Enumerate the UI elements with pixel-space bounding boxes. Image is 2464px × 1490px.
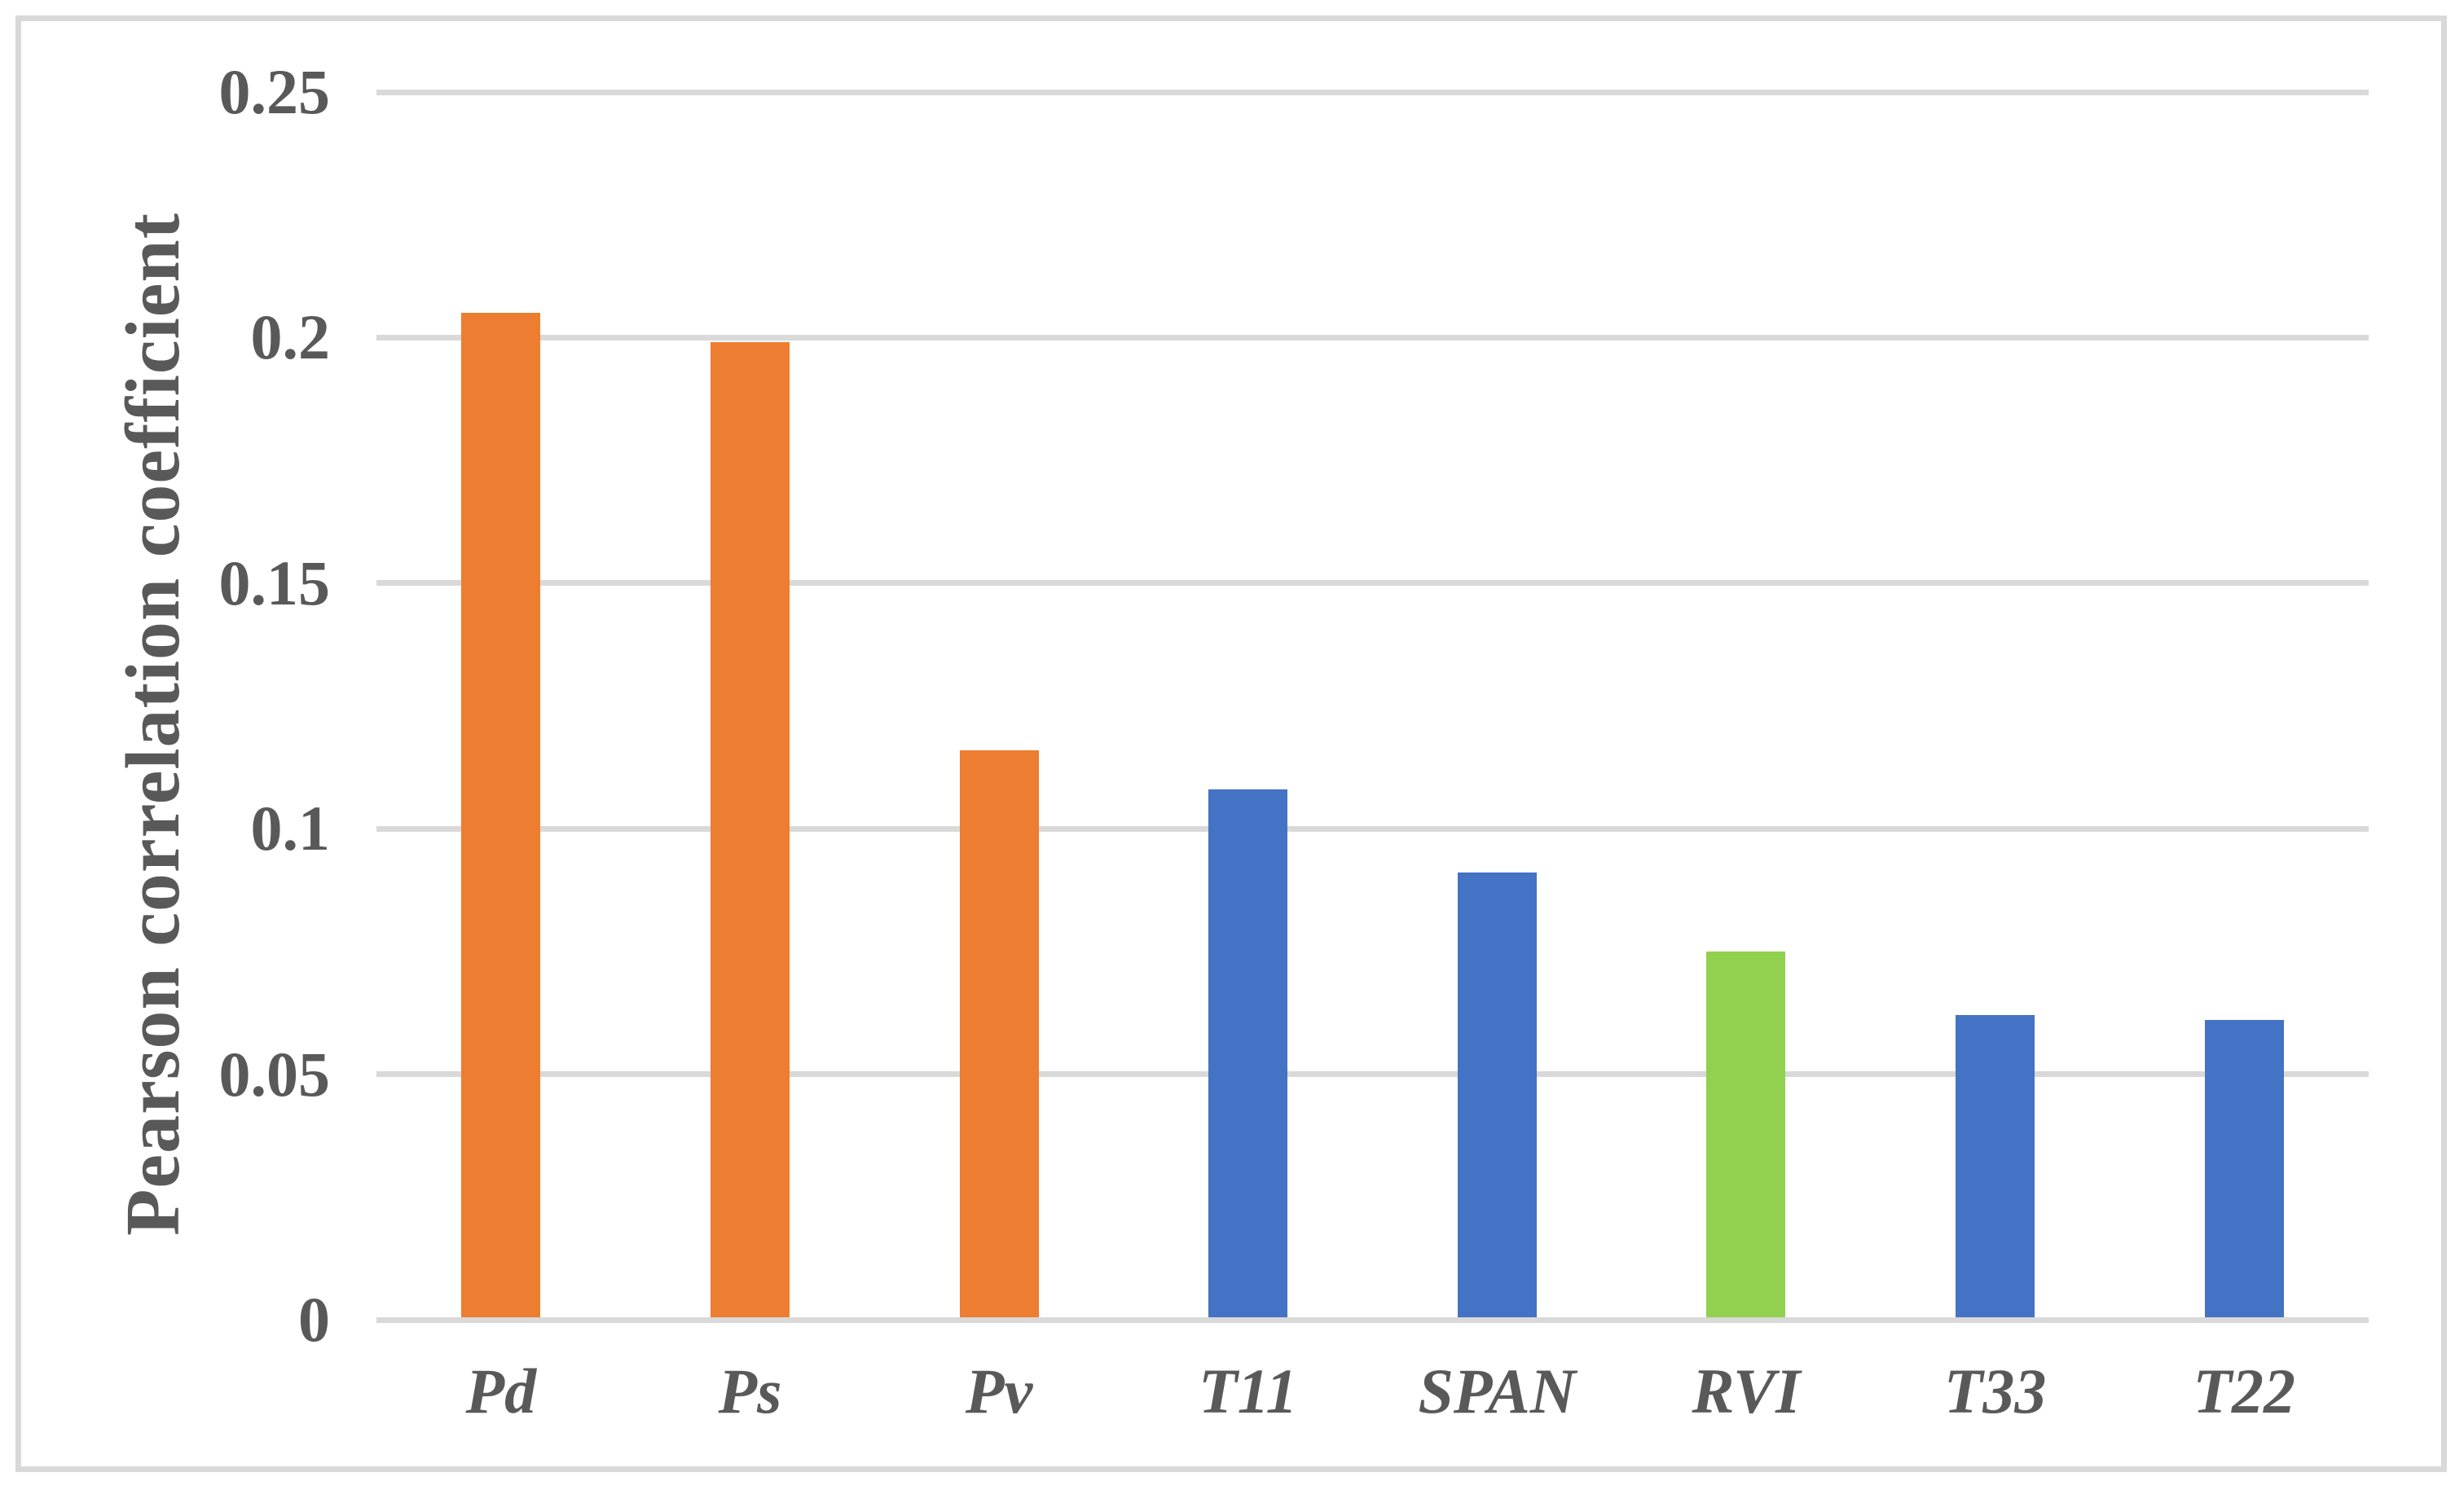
x-tick-label: SPAN [1418,1356,1577,1426]
gridline [376,89,2369,95]
y-tick-label: 0.2 [250,301,331,373]
gridline [376,825,2369,832]
bar-Pv [959,749,1039,1320]
gridline [376,580,2369,587]
bar-T11 [1208,789,1288,1320]
y-tick-label: 0.05 [218,1038,331,1110]
x-tick-label: RVI [1692,1356,1801,1426]
x-tick-label: T33 [1943,1356,2047,1426]
x-axis-line [376,1316,2369,1323]
x-tick-label: T22 [2193,1356,2296,1426]
y-tick-label: 0.25 [218,56,331,127]
x-tick-label: Pv [965,1356,1033,1426]
bar-RVI [1706,951,1786,1320]
y-tick-label: 0.1 [250,793,331,864]
x-tick-label: T11 [1199,1356,1298,1426]
x-tick-label: Pd [465,1356,537,1426]
bar-Pd [461,313,541,1320]
plot-area [376,89,2369,1323]
bar-T22 [2204,1020,2284,1320]
x-tick-label: Ps [718,1356,782,1426]
y-tick-label: 0.15 [218,547,331,618]
gridline [376,334,2369,341]
bar-Ps [710,342,790,1320]
bar-T33 [1956,1015,2035,1320]
bar-SPAN [1457,872,1537,1320]
y-tick-label: 0 [298,1284,330,1355]
gridline [376,1071,2369,1078]
